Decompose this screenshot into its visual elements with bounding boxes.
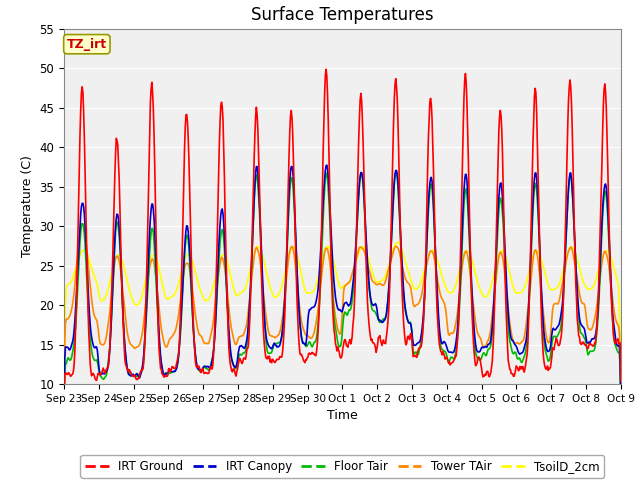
X-axis label: Time: Time xyxy=(327,409,358,422)
Legend: IRT Ground, IRT Canopy, Floor Tair, Tower TAir, TsoilD_2cm: IRT Ground, IRT Canopy, Floor Tair, Towe… xyxy=(81,455,604,478)
Y-axis label: Temperature (C): Temperature (C) xyxy=(21,156,34,257)
Title: Surface Temperatures: Surface Temperatures xyxy=(251,6,434,24)
Text: TZ_irt: TZ_irt xyxy=(67,37,107,51)
